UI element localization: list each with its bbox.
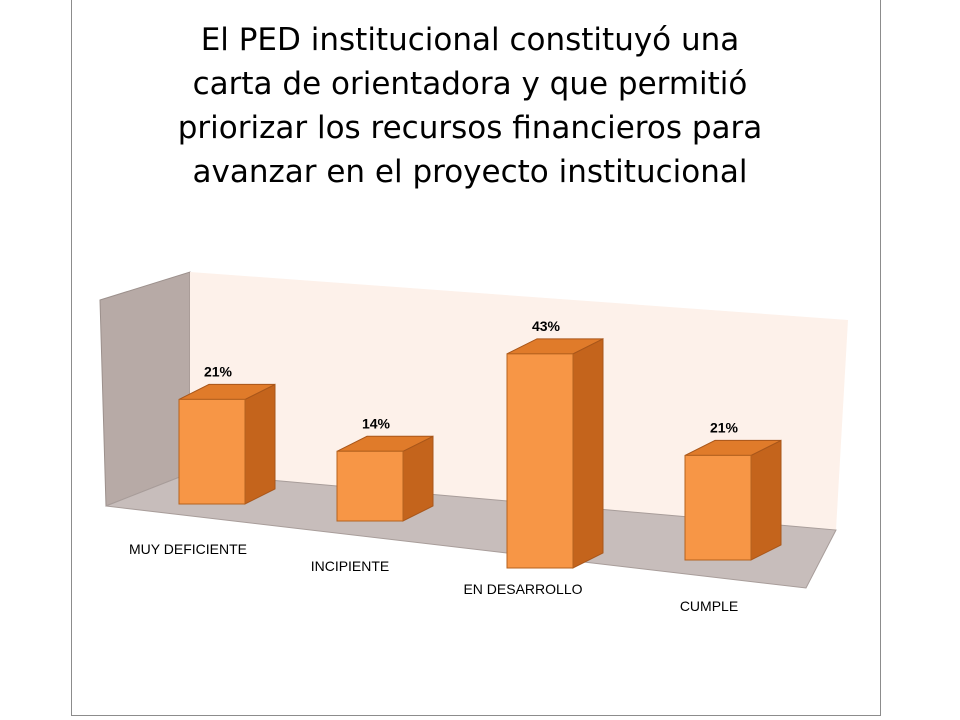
chart-title: El PED institucional constituyó una cart… [100, 18, 840, 194]
data-label: 21% [204, 363, 233, 379]
x-tick-label: INCIPIENTE [311, 558, 390, 574]
bar [506, 353, 574, 569]
x-tick-label: MUY DEFICIENTE [129, 541, 247, 557]
x-tick-label: EN DESARROLLO [463, 581, 582, 597]
bar-side [750, 439, 782, 561]
chart-title-line: carta de orientadora y que permitió [192, 66, 748, 102]
bar [178, 398, 246, 505]
chart-title-line: priorizar los recursos financieros para [177, 110, 763, 146]
chart-bars [178, 338, 782, 569]
bar-side [572, 338, 604, 569]
data-label: 14% [362, 415, 391, 431]
data-label: 21% [710, 419, 739, 435]
chart-labels: 21% 14% 43% 21% MUY DEFICIENTE INCIPIENTE EN D… [129, 318, 739, 614]
side-wall [99, 271, 191, 507]
bar [336, 450, 404, 522]
chart-title-line: avanzar en el proyecto institucional [192, 154, 748, 190]
chart-title-line: El PED institucional constituyó una [200, 22, 740, 58]
x-tick-label: CUMPLE [680, 598, 738, 614]
bar [684, 454, 752, 561]
data-label: 43% [532, 318, 561, 334]
bar-side [244, 383, 276, 505]
